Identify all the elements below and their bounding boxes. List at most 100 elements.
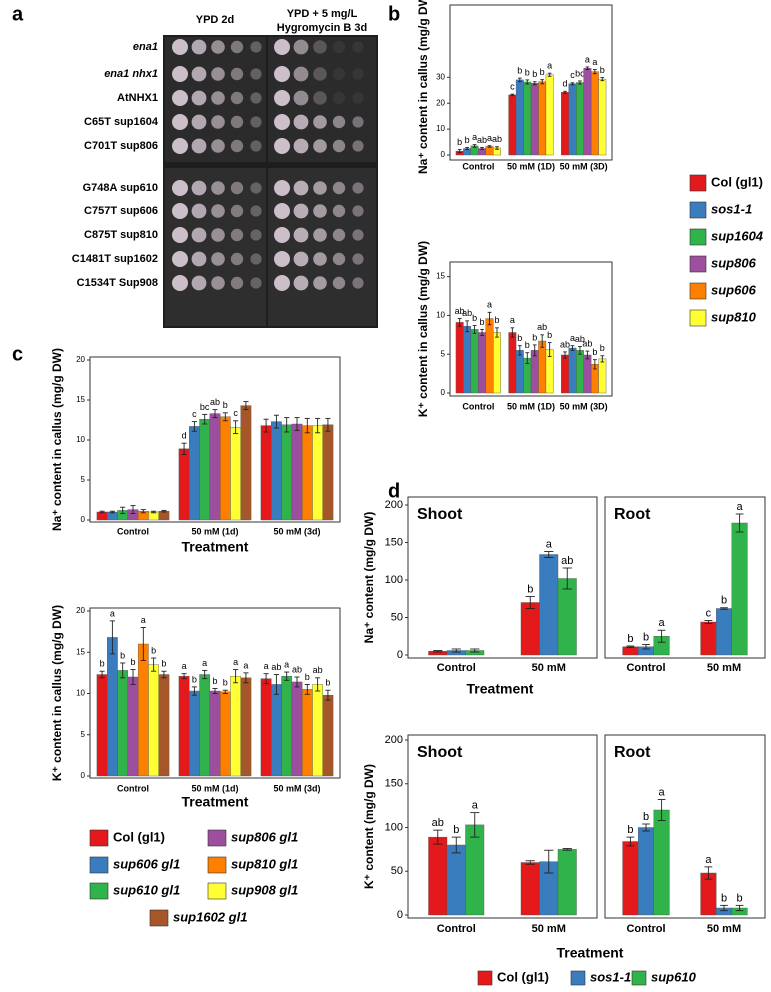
error-bar — [517, 345, 522, 356]
x-tick-label: 50 mM (3D) — [560, 401, 608, 411]
spot — [293, 39, 309, 55]
significance-letter: b — [627, 824, 633, 836]
spot — [313, 181, 327, 195]
significance-letter: a — [472, 800, 479, 812]
bar — [158, 511, 170, 521]
y-tick-label: 15 — [76, 395, 85, 404]
legend-label: sos1-1 — [711, 201, 752, 216]
legend-swatch — [207, 829, 227, 847]
legend-label: sup606 gl1 — [113, 856, 180, 871]
significance-letter: a — [570, 333, 575, 343]
x-axis-label: Treatment — [182, 539, 249, 555]
spot — [250, 182, 262, 194]
y-tick-label: 50 — [391, 611, 403, 623]
bar — [530, 83, 539, 156]
spot — [352, 182, 364, 194]
significance-letter: a — [705, 854, 712, 866]
spot — [211, 139, 225, 153]
y-tick-label: 0 — [397, 909, 403, 921]
y-axis-label: K⁺ content in callus (mg/g DW) — [416, 241, 430, 417]
error-bar — [222, 412, 228, 422]
significance-letter: b — [480, 317, 485, 327]
spot — [293, 251, 309, 267]
x-tick-label: 50 mM — [532, 662, 566, 674]
error-bar — [525, 79, 530, 85]
x-axis-label: Treatment — [467, 681, 534, 697]
legend-swatch — [477, 970, 493, 986]
row-label: AtNHX1 — [117, 92, 158, 104]
spot — [230, 115, 244, 129]
legend-label: sup810 gl1 — [231, 856, 298, 871]
error-bar — [202, 413, 208, 425]
significance-letter: b — [525, 67, 530, 77]
y-tick-label: 20 — [76, 355, 85, 364]
error-bar — [233, 669, 239, 684]
x-tick-label: 50 mM — [532, 923, 566, 935]
y-axis-label: Na⁺ content (mg/g DW) — [362, 512, 376, 644]
panel-label: d — [388, 480, 400, 502]
bar — [322, 694, 334, 777]
legend-swatch — [149, 909, 169, 927]
error-bar — [563, 90, 567, 94]
bar — [520, 862, 540, 916]
spot — [274, 275, 290, 291]
legend-label: Col (gl1) — [497, 969, 549, 984]
significance-letter: b — [325, 678, 330, 688]
error-bar — [294, 417, 300, 431]
significance-letter: c — [570, 70, 575, 80]
error-bar — [284, 671, 290, 681]
y-axis-label: Na⁺ content in callus (mg/g DW) — [416, 0, 430, 174]
significance-letter: a — [546, 538, 553, 550]
x-tick-label: 50 mM (1d) — [191, 526, 238, 536]
legend-swatch — [689, 255, 707, 273]
error-bar — [495, 327, 499, 338]
bar — [291, 681, 303, 777]
legend-label: Col (gl1) — [113, 829, 165, 844]
bar — [209, 413, 221, 521]
spot — [211, 252, 225, 266]
x-tick-label: 50 mM — [707, 923, 741, 935]
spot — [250, 68, 262, 80]
bar — [219, 691, 231, 777]
legend-label: sos1-1 — [590, 969, 631, 984]
error-bar — [304, 683, 310, 695]
significance-letter: b — [721, 595, 727, 607]
bar — [557, 578, 577, 656]
spot — [250, 277, 262, 289]
significance-letter: b — [721, 892, 727, 904]
error-bar — [191, 686, 197, 696]
y-tick-label: 20 — [436, 98, 445, 107]
x-tick-label: 50 mM (1D) — [507, 401, 555, 411]
y-tick-label: 100 — [385, 574, 403, 586]
spot — [191, 227, 207, 243]
error-bar — [525, 860, 535, 865]
error-bar — [465, 147, 470, 151]
spot — [230, 40, 244, 54]
significance-letter: c — [233, 408, 238, 418]
x-axis-label: Treatment — [557, 945, 624, 961]
error-bar — [99, 670, 105, 679]
error-bar — [222, 689, 228, 694]
spot — [191, 203, 207, 219]
error-bar — [315, 417, 321, 434]
bar — [470, 329, 479, 394]
significance-letter: b — [457, 137, 462, 147]
spot — [172, 39, 188, 55]
y-axis-label: K⁺ content (mg/g DW) — [362, 764, 376, 889]
spot — [332, 181, 346, 195]
error-bar — [480, 147, 484, 151]
bar — [127, 676, 139, 777]
spot — [274, 138, 290, 154]
bar — [561, 354, 569, 394]
significance-letter: a — [510, 315, 515, 325]
spot — [313, 40, 327, 54]
y-axis-label: K⁺ content in callus (mg/g DW) — [50, 605, 64, 781]
spot — [172, 251, 188, 267]
error-bar — [585, 350, 590, 360]
x-tick-label: Control — [437, 662, 476, 674]
spot — [332, 228, 346, 242]
spot — [274, 90, 290, 106]
error-bar — [525, 596, 535, 609]
significance-letter: b — [453, 824, 459, 836]
spot — [313, 228, 327, 242]
